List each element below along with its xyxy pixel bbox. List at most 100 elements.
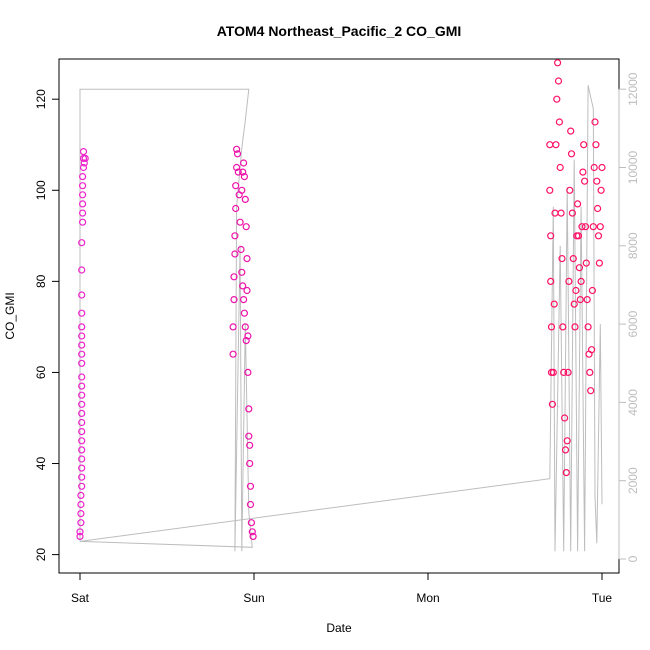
data-point [78, 359, 86, 367]
data-point [77, 519, 85, 527]
data-point [582, 259, 590, 267]
data-point [595, 259, 604, 267]
data-point [232, 204, 240, 213]
data-point [593, 177, 601, 185]
data-point [594, 232, 603, 240]
data-point [554, 77, 563, 85]
data-point [78, 400, 86, 408]
data-point [78, 332, 86, 340]
data-point [242, 337, 250, 345]
data-point [238, 186, 246, 194]
data-point [78, 218, 87, 226]
data-point [560, 414, 569, 422]
x-tick-label: Tue [592, 591, 613, 605]
data-point [231, 250, 239, 258]
data-point [567, 150, 576, 158]
data-point [553, 95, 561, 103]
data-point [78, 437, 86, 445]
plot-border [58, 58, 620, 574]
data-point [78, 266, 86, 274]
data-point [78, 239, 86, 247]
data-point [246, 459, 254, 468]
x-tick-label: Sat [71, 591, 90, 605]
data-point [556, 163, 564, 172]
data-point [244, 332, 252, 340]
data-point [238, 268, 246, 276]
data-point [78, 428, 86, 436]
points-layer [76, 59, 606, 541]
data-point [560, 368, 568, 376]
data-point [592, 141, 600, 149]
left-tick-label: 60 [34, 365, 48, 379]
data-point [78, 291, 86, 299]
data-point [562, 469, 570, 477]
right-axis: 0 2000 4000 6000 8000 10000 12000 [618, 72, 640, 562]
data-point [80, 159, 88, 167]
data-point [245, 432, 253, 440]
data-point [580, 177, 589, 185]
data-point [239, 282, 247, 290]
left-tick-label: 80 [34, 274, 48, 288]
left-tick-label: 20 [34, 548, 48, 562]
data-point [571, 323, 579, 331]
right-tick-label: 4000 [626, 389, 640, 416]
data-point [78, 373, 86, 381]
data-point [590, 163, 598, 172]
data-point [78, 473, 86, 481]
data-point [549, 368, 557, 376]
data-point [78, 391, 86, 399]
data-point [239, 168, 247, 176]
right-tick-label: 2000 [626, 467, 640, 494]
data-point [229, 323, 237, 331]
data-point [579, 168, 587, 176]
data-point [598, 163, 606, 172]
data-point [247, 519, 255, 527]
data-point [546, 141, 554, 149]
data-point [249, 532, 257, 541]
right-tick-label: 6000 [626, 310, 640, 337]
data-point [77, 500, 85, 509]
data-point [565, 277, 573, 285]
data-point [245, 405, 253, 413]
data-point [78, 323, 86, 331]
data-point [597, 186, 605, 194]
data-point [248, 528, 256, 536]
data-point [78, 446, 86, 454]
data-point [583, 296, 591, 304]
data-point [77, 509, 85, 518]
data-point [77, 491, 85, 499]
x-tick-label: Sun [243, 591, 264, 605]
data-point [246, 482, 255, 490]
data-point [236, 218, 244, 226]
data-point [555, 118, 564, 126]
data-point [548, 400, 557, 408]
data-point [243, 255, 251, 263]
data-point [574, 232, 583, 240]
data-point [78, 418, 86, 427]
data-point [231, 232, 239, 240]
data-point [246, 500, 255, 509]
chart-title: ATOM4 Northeast_Pacific_2 CO_GMI [217, 23, 462, 39]
data-point [573, 200, 582, 208]
data-point [241, 195, 249, 203]
data-point [593, 204, 602, 213]
left-tick-label: 100 [34, 180, 48, 200]
data-point [241, 323, 249, 331]
data-point [589, 223, 597, 231]
data-point [242, 223, 250, 231]
right-tick-label: 8000 [626, 232, 640, 259]
data-point [78, 200, 87, 208]
data-point [563, 437, 571, 445]
data-point [547, 277, 555, 285]
data-point [587, 346, 596, 354]
data-point [229, 350, 237, 358]
y-axis-label: CO_GMI [3, 292, 17, 339]
data-point [575, 264, 584, 272]
data-point [569, 255, 577, 263]
data-point [576, 296, 584, 304]
data-point [547, 323, 556, 331]
data-point [558, 255, 566, 263]
data-point [78, 409, 86, 417]
left-tick-label: 40 [34, 457, 48, 471]
